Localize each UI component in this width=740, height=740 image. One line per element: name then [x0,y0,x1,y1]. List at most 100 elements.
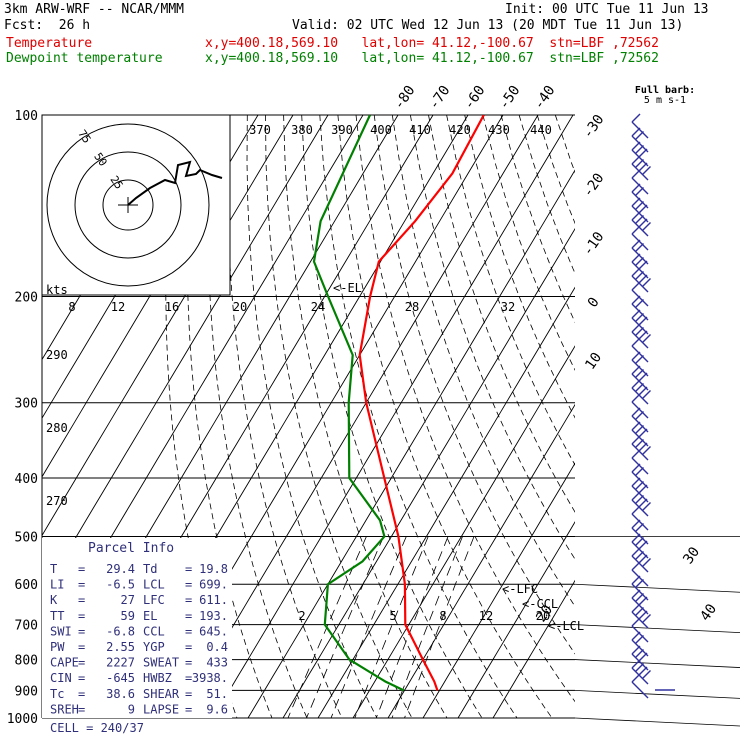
dry-adiabat-line [319,115,518,718]
parcel-info-value: 27 [121,593,135,607]
wind-barb [631,141,649,167]
parcel-info-key: LAPSE [143,702,179,716]
isotherm-line [387,403,575,718]
isotherm-label: 40 [697,601,720,624]
wind-barb [631,533,649,559]
pressure-line-extension [574,583,740,593]
parcel-info-equals: = [78,624,85,638]
pressure-tick-label: 600 [15,578,38,593]
parcel-info-key: HWBZ [143,671,172,685]
wind-barb [631,589,649,615]
wind-barb [631,211,651,237]
mixing-ratio-label: 12 [479,609,493,623]
parcel-info-key: YGP [143,640,165,654]
isotherm-line [42,115,259,478]
pressure-tick-label: 500 [15,530,38,545]
isotherm-label: -80 [391,83,419,113]
mixing-ratio-line [287,536,367,718]
wind-barb [631,575,649,601]
mixing-ratio-line [354,536,429,718]
isotherm-line [212,115,574,718]
parcel-info-equals: = [78,702,85,716]
wind-barb [631,365,649,391]
wind-barb [631,155,651,181]
parcel-info-value: -6.8 [106,624,135,638]
wind-barb [631,491,651,517]
wind-barb [631,505,649,531]
wind-barb [631,407,649,433]
parcel-info-equals: = [185,578,192,592]
parcel-info-equals: = [185,609,192,623]
mixing-ratio-label: 20 [536,609,550,623]
dry-adiabat-line [227,115,343,718]
theta-top-label: 430 [488,123,510,137]
dewpoint-profile [312,115,405,692]
isotherm-line [42,115,224,420]
dry-adiabat-line [464,115,575,419]
parcel-info-equals: = [78,671,85,685]
parcel-info-key: LI [50,578,64,592]
theta-top-label: 420 [449,123,471,137]
parcel-info-equals: = [78,578,85,592]
dry-adiabat-line [301,115,483,718]
wind-barb [631,225,649,251]
wind-barb [631,337,649,363]
isotherm-line [422,462,575,718]
parcel-info-equals: = [78,640,85,654]
wind-barb [631,183,649,209]
parcel-info-key: CIN [50,671,72,685]
theta-side-label: 280 [46,421,68,435]
barb-legend-title: Full barb: [635,85,695,96]
speed-axis-label: 20 [233,300,247,314]
pressure-tick-label: 800 [15,654,38,669]
parcel-info-equals: = [78,609,85,623]
parcel-info-value: 29.4 [106,562,135,576]
mixing-ratio-label: 8 [439,609,446,623]
hodograph-ring-label: 25 [107,173,125,191]
wind-barb [631,267,651,293]
parcel-info-value: 699. [199,578,228,592]
isotherm-line [352,345,575,718]
parcel-info-key: SREH [50,702,79,716]
parcel-info-value: 2227 [106,656,135,670]
speed-axis-label: 16 [165,300,179,314]
parcel-info-key: CCL [143,624,165,638]
wind-barb [631,169,649,195]
pressure-tick-label: 700 [15,619,38,634]
wind-barb [631,617,649,643]
parcel-info-equals: = [185,656,192,670]
theta-side-label: 270 [46,494,68,508]
parcel-info-value: 193. [199,609,228,623]
level-marker-label: <-EL [333,281,362,295]
parcel-info-value: -645 [106,671,135,685]
isotherm-label: -50 [496,83,524,113]
isotherm-line [457,521,575,718]
isotherm-label: 0 [585,295,603,311]
parcel-info-key: CAPE [50,656,79,670]
wind-barb [631,519,649,545]
wind-barb [631,253,649,279]
parcel-info-key: EL [143,609,157,623]
hodograph-ring-label: 50 [91,150,109,168]
wind-barb [631,547,651,573]
wind-barb [631,561,649,587]
parcel-info-key: PW [50,640,65,654]
wind-barb [631,295,649,321]
dry-adiabat-line [446,115,575,466]
mixing-ratio-line [391,536,463,718]
speed-axis-label: 24 [311,300,325,314]
wind-barb [631,449,649,475]
dewpoint-location: x,y=400.18,569.10 lat,lon= 41.12,-100.67… [205,51,659,66]
parcel-info-key: Td [143,562,157,576]
parcel-info-key: K [50,593,58,607]
theta-top-label: 440 [530,123,552,137]
pressure-tick-label: 1000 [7,712,38,727]
wind-barb [631,435,651,461]
speed-axis-label: 8 [68,300,75,314]
level-marker-label: <-LFC [502,582,538,596]
parcel-info-equals: = [78,562,85,576]
parcel-info-value: 9.6 [206,702,228,716]
theta-top-label: 380 [291,123,313,137]
wind-barb [631,127,649,153]
parcel-info-panel [42,538,232,718]
